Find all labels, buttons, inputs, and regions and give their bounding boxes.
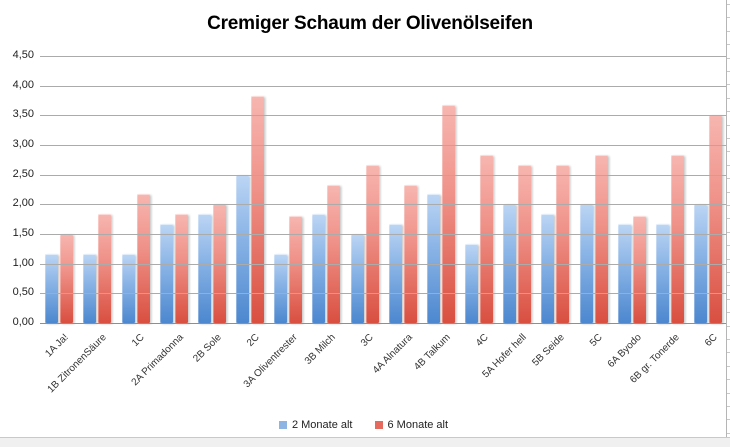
bar-2-monate-alt-9[interactable]	[351, 234, 364, 323]
legend-item-6-monate[interactable]: 6 Monate alt	[374, 419, 449, 431]
sheet-row-tick	[727, 151, 730, 152]
sheet-row-tick	[727, 245, 730, 246]
sheet-row-tick	[727, 352, 730, 353]
sheet-row-tick	[727, 192, 730, 193]
bar-6-monate-alt-9[interactable]	[366, 165, 379, 323]
window-bottom-strip	[0, 437, 730, 447]
gridline	[40, 115, 727, 116]
bar-6-monate-alt-3[interactable]	[137, 194, 150, 323]
bar-2-monate-alt-6[interactable]	[236, 175, 249, 323]
y-axis-tick-label: 0,00	[12, 316, 34, 328]
bar-6-monate-alt-6[interactable]	[251, 96, 264, 323]
legend-label: 2 Monate alt	[291, 419, 353, 431]
y-axis-tick-label: 1,50	[12, 227, 34, 239]
bar-2-monate-alt-8[interactable]	[312, 214, 325, 323]
bar-6-monate-alt-11[interactable]	[442, 105, 455, 323]
sheet-row-tick	[727, 4, 730, 5]
y-axis-tick-label: 2,00	[12, 197, 34, 209]
gridline	[40, 264, 727, 265]
y-axis-tick-label: 4,50	[12, 49, 34, 61]
sheet-row-tick	[727, 299, 730, 300]
y-axis-tick-label: 3,00	[12, 138, 34, 150]
sheet-row-tick	[727, 98, 730, 99]
sheet-row-tick	[727, 71, 730, 72]
gridline	[40, 175, 727, 176]
gridline	[40, 204, 727, 205]
bar-6-monate-alt-7[interactable]	[289, 216, 302, 323]
sheet-row-tick	[727, 419, 730, 420]
sheet-row-tick	[727, 366, 730, 367]
y-axis-tick-label: 3,50	[12, 108, 34, 120]
y-axis-tick-label: 0,50	[12, 286, 34, 298]
y-axis-tick-label: 2,50	[12, 168, 34, 180]
bar-6-monate-alt-18[interactable]	[709, 115, 722, 323]
y-axis-tick-label: 4,00	[12, 79, 34, 91]
bar-6-monate-alt-4[interactable]	[175, 214, 188, 323]
sheet-row-tick	[727, 205, 730, 206]
bar-2-monate-alt-2[interactable]	[83, 254, 96, 323]
legend-swatch-blue-icon	[278, 421, 287, 429]
bar-2-monate-alt-10[interactable]	[389, 224, 402, 323]
gridline	[40, 86, 727, 87]
bar-6-monate-alt-2[interactable]	[98, 214, 111, 323]
gridline	[40, 234, 727, 235]
sheet-row-tick	[727, 31, 730, 32]
sheet-row-tick	[727, 84, 730, 85]
legend-label: 6 Monate alt	[387, 419, 449, 431]
chart-legend[interactable]: 2 Monate alt 6 Monate alt	[0, 417, 727, 433]
bar-6-monate-alt-15[interactable]	[595, 155, 608, 323]
chart-title[interactable]: Cremiger Schaum der Olivenölseifen	[207, 13, 533, 34]
y-axis-tick-label: 1,00	[12, 257, 34, 269]
gridline	[40, 145, 727, 146]
spreadsheet-column-edge	[726, 0, 727, 437]
sheet-row-tick	[727, 406, 730, 407]
legend-swatch-red-icon	[374, 421, 383, 429]
bar-6-monate-alt-1[interactable]	[60, 234, 73, 323]
bar-6-monate-alt-16[interactable]	[633, 216, 646, 323]
bar-2-monate-alt-7[interactable]	[274, 254, 287, 323]
sheet-row-tick	[727, 17, 730, 18]
sheet-row-tick	[727, 433, 730, 434]
sheet-row-tick	[727, 58, 730, 59]
sheet-row-tick	[727, 232, 730, 233]
bar-6-monate-alt-8[interactable]	[327, 185, 340, 323]
sheet-row-tick	[727, 138, 730, 139]
sheet-row-tick	[727, 111, 730, 112]
bar-6-monate-alt-12[interactable]	[480, 155, 493, 323]
sheet-row-tick	[727, 125, 730, 126]
bar-2-monate-alt-4[interactable]	[160, 224, 173, 323]
bar-6-monate-alt-17[interactable]	[671, 155, 684, 323]
bar-2-monate-alt-17[interactable]	[656, 224, 669, 323]
legend-item-2-monate[interactable]: 2 Monate alt	[278, 419, 353, 431]
sheet-row-tick	[727, 165, 730, 166]
bar-2-monate-alt-3[interactable]	[122, 254, 135, 323]
sheet-row-tick	[727, 339, 730, 340]
sheet-row-tick	[727, 272, 730, 273]
bar-2-monate-alt-12[interactable]	[465, 244, 478, 323]
sheet-row-tick	[727, 285, 730, 286]
sheet-row-tick	[727, 259, 730, 260]
sheet-row-tick	[727, 393, 730, 394]
bar-2-monate-alt-5[interactable]	[198, 214, 211, 323]
sheet-row-tick	[727, 312, 730, 313]
sheet-row-tick	[727, 44, 730, 45]
bar-2-monate-alt-16[interactable]	[618, 224, 631, 323]
gridline	[40, 293, 727, 294]
gridline	[40, 56, 727, 57]
bar-6-monate-alt-10[interactable]	[404, 185, 417, 323]
bar-6-monate-alt-13[interactable]	[518, 165, 531, 323]
sheet-row-tick	[727, 178, 730, 179]
x-axis-line	[40, 323, 727, 324]
sheet-row-tick	[727, 218, 730, 219]
sheet-row-tick	[727, 379, 730, 380]
sheet-row-tick	[727, 326, 730, 327]
bar-2-monate-alt-11[interactable]	[427, 194, 440, 323]
bar-2-monate-alt-14[interactable]	[541, 214, 554, 323]
bar-2-monate-alt-1[interactable]	[45, 254, 58, 323]
bar-6-monate-alt-14[interactable]	[556, 165, 569, 323]
